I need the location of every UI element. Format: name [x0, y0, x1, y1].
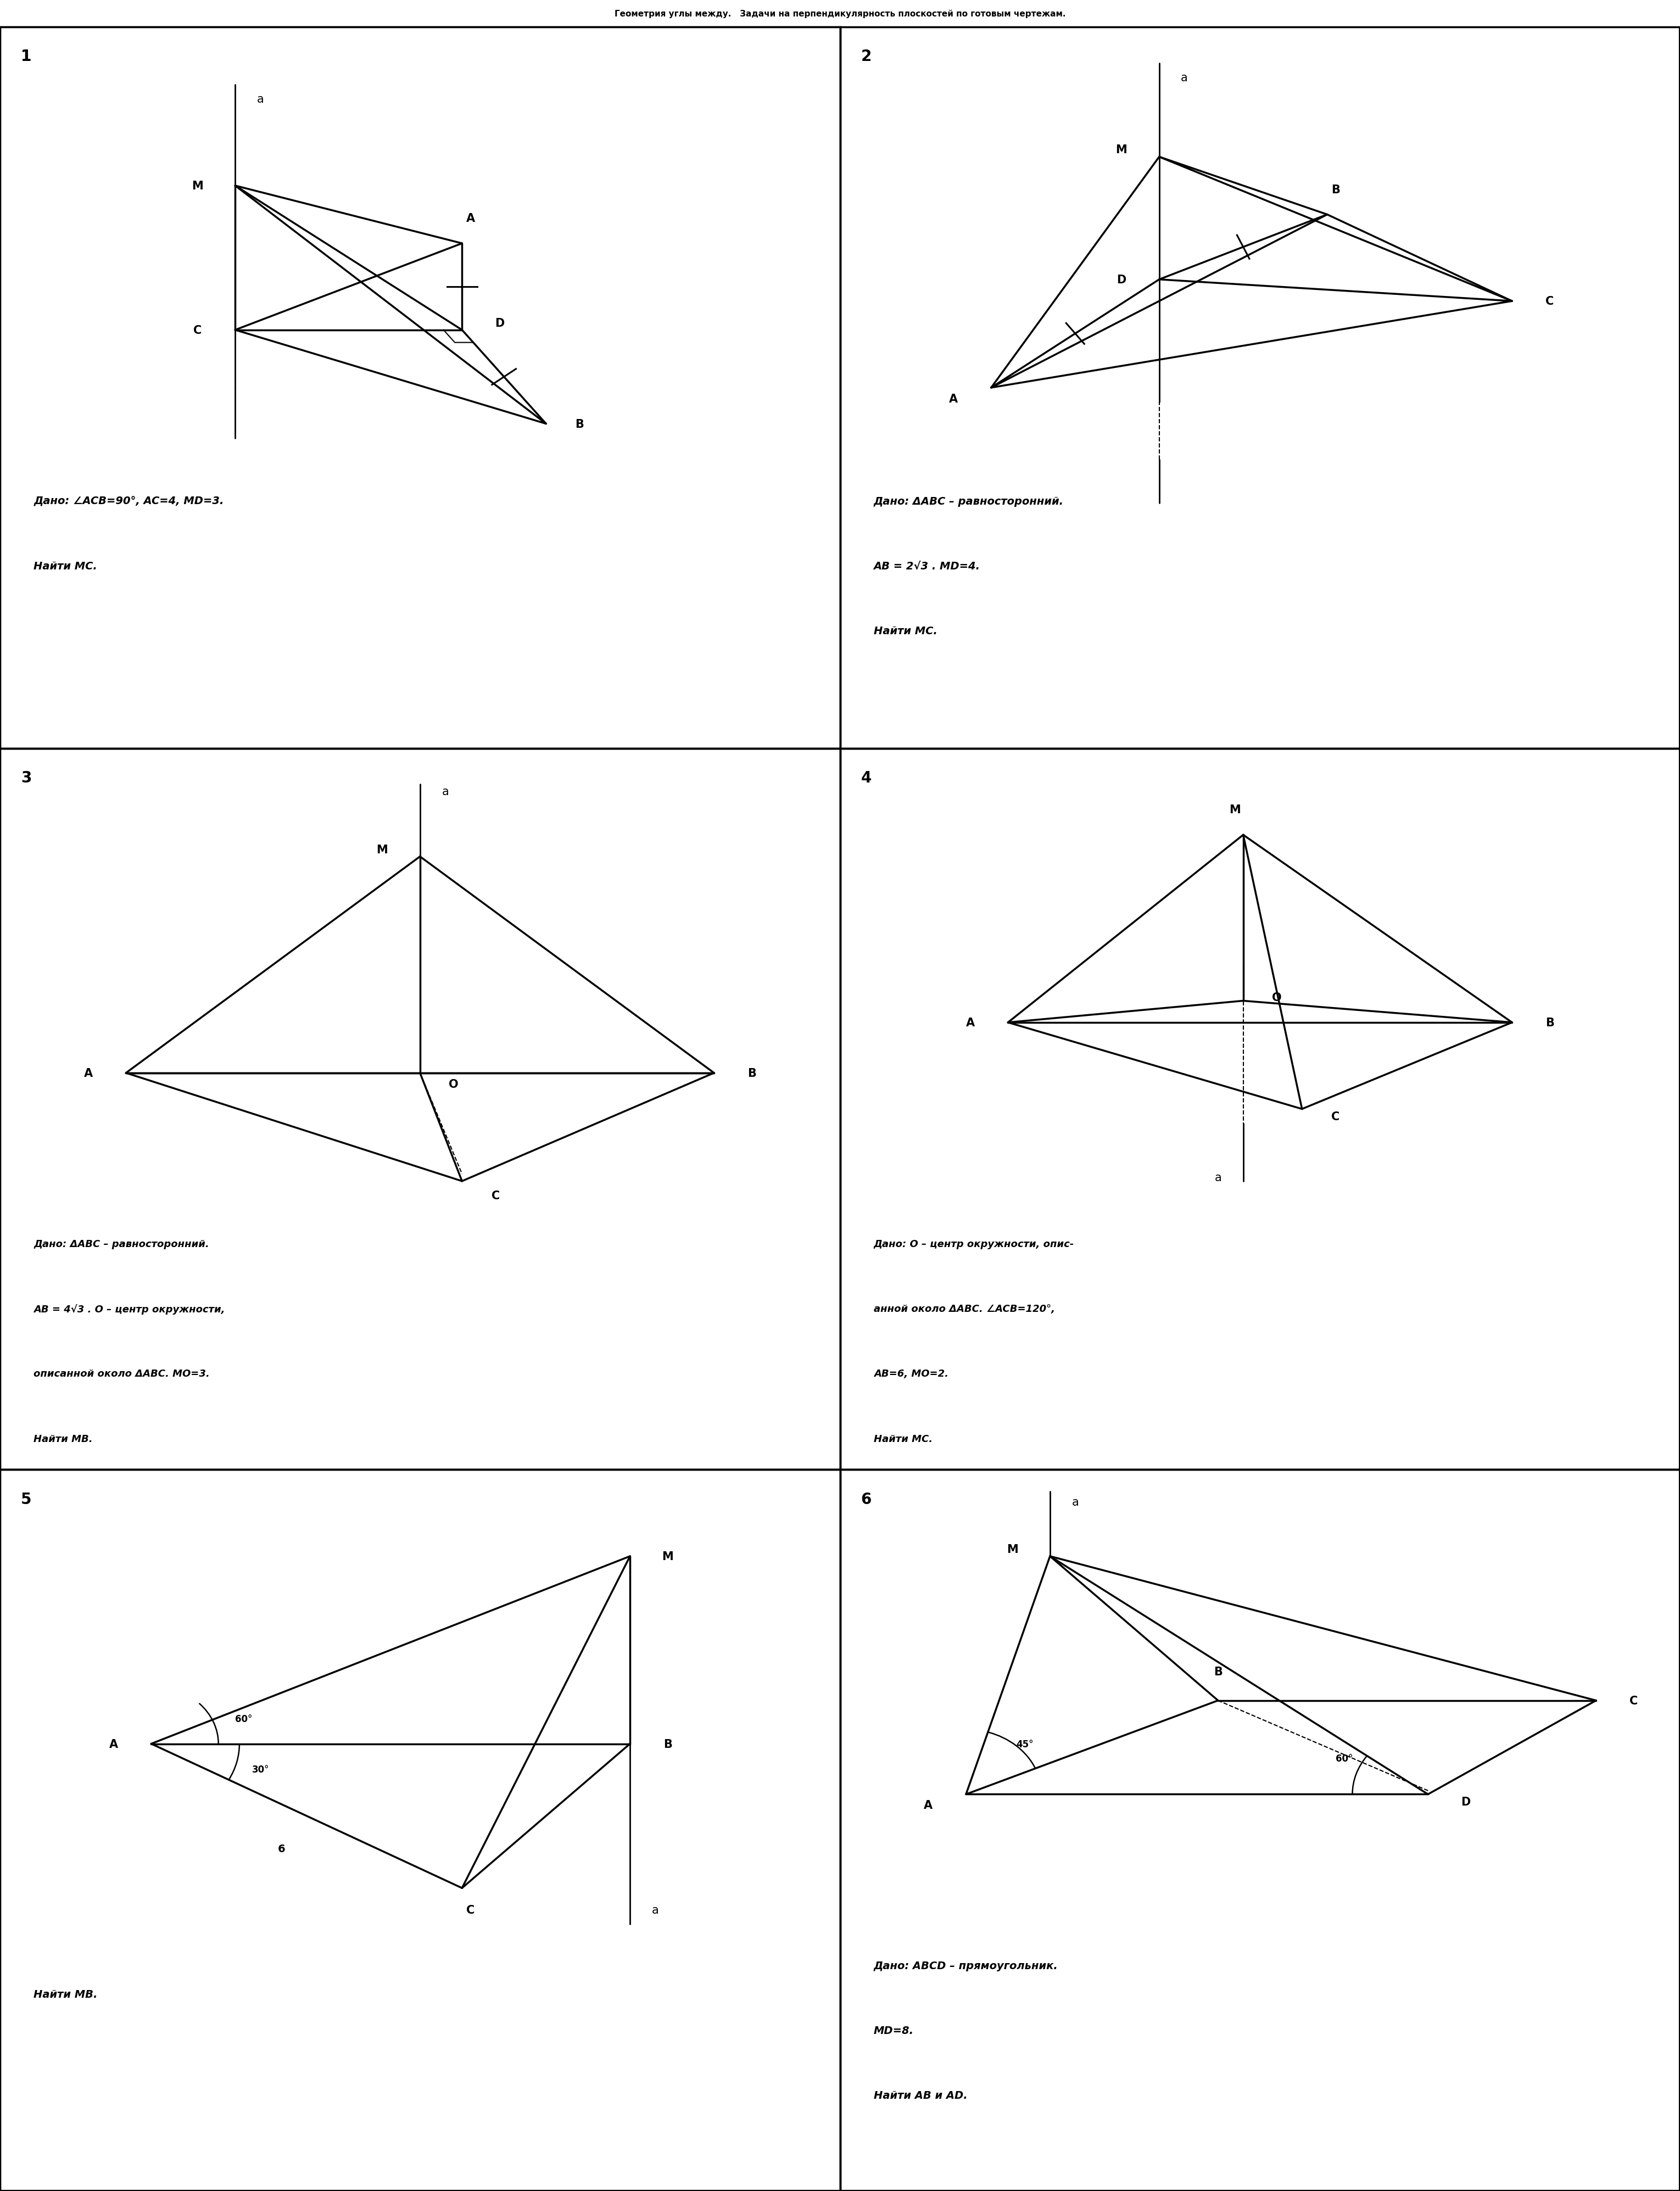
Text: Найти MB.: Найти MB.	[34, 1433, 92, 1444]
Text: Найти AB и AD.: Найти AB и AD.	[874, 2090, 968, 2101]
Text: 45°: 45°	[1016, 1740, 1033, 1748]
Text: D: D	[1117, 274, 1126, 285]
Text: A: A	[949, 394, 958, 405]
Text: Дано: ABCD – прямоугольник.: Дано: ABCD – прямоугольник.	[874, 1961, 1058, 1970]
Text: 5: 5	[20, 1492, 32, 1507]
Text: C: C	[492, 1190, 499, 1201]
Text: AB = 4√3 . O – центр окружности,: AB = 4√3 . O – центр окружности,	[34, 1304, 225, 1315]
Text: описанной около ΔABC. MO=3.: описанной около ΔABC. MO=3.	[34, 1369, 210, 1378]
Text: A: A	[924, 1799, 932, 1810]
Text: Найти MC.: Найти MC.	[34, 561, 97, 572]
Text: B: B	[748, 1067, 756, 1078]
Text: a: a	[442, 787, 449, 798]
Text: Найти MC.: Найти MC.	[874, 627, 937, 635]
Text: Найти MB.: Найти MB.	[34, 1989, 97, 2000]
Text: 3: 3	[20, 771, 32, 787]
Text: Дано: ΔABC – равносторонний.: Дано: ΔABC – равносторонний.	[874, 495, 1063, 506]
FancyBboxPatch shape	[0, 28, 840, 749]
Text: 1: 1	[20, 48, 32, 64]
FancyBboxPatch shape	[0, 1470, 840, 2191]
Text: M: M	[1116, 145, 1127, 156]
Text: A: A	[84, 1067, 92, 1078]
Text: 2: 2	[860, 48, 872, 64]
Text: a: a	[257, 94, 264, 105]
Text: B: B	[575, 418, 585, 429]
Text: A: A	[109, 1737, 118, 1748]
Text: Дано: O – центр окружности, опис-: Дано: O – центр окружности, опис-	[874, 1240, 1074, 1249]
Text: B: B	[1546, 1017, 1554, 1028]
Text: B: B	[1213, 1667, 1223, 1678]
Text: D: D	[1462, 1797, 1470, 1808]
Text: C: C	[1546, 296, 1554, 307]
Text: AB = 2√3 . MD=4.: AB = 2√3 . MD=4.	[874, 561, 979, 572]
Text: M: M	[1230, 804, 1240, 815]
Text: Геометрия углы между.   Задачи на перпендикулярность плоскостей по готовым черте: Геометрия углы между. Задачи на перпенди…	[615, 9, 1065, 18]
Text: B: B	[1331, 184, 1341, 195]
FancyBboxPatch shape	[840, 749, 1680, 1470]
FancyBboxPatch shape	[0, 28, 840, 749]
Text: M: M	[192, 180, 203, 191]
Text: D: D	[496, 318, 504, 329]
Text: a: a	[1215, 1172, 1221, 1183]
Text: Дано: ΔABC – равносторонний.: Дано: ΔABC – равносторонний.	[34, 1240, 210, 1249]
FancyBboxPatch shape	[0, 749, 840, 1470]
Text: a: a	[652, 1904, 659, 1915]
Text: C: C	[1630, 1696, 1638, 1707]
Text: A: A	[465, 213, 475, 223]
Text: M: M	[376, 844, 388, 854]
FancyBboxPatch shape	[840, 28, 1680, 749]
Text: MD=8.: MD=8.	[874, 2024, 914, 2035]
FancyBboxPatch shape	[840, 1470, 1680, 2191]
Text: анной около ΔABC. ∠ACB=120°,: анной около ΔABC. ∠ACB=120°,	[874, 1304, 1055, 1315]
Text: AB=6, MO=2.: AB=6, MO=2.	[874, 1369, 948, 1378]
Text: 60°: 60°	[235, 1713, 252, 1724]
Text: 60°: 60°	[1336, 1753, 1352, 1764]
Text: 1: 1	[20, 48, 32, 64]
Text: B: B	[664, 1737, 672, 1748]
Text: O: O	[1272, 993, 1282, 1003]
Text: Дано: ∠ACB=90°, AC=4, MD=3.: Дано: ∠ACB=90°, AC=4, MD=3.	[34, 495, 223, 506]
Text: A: A	[966, 1017, 974, 1028]
Text: O: O	[449, 1078, 459, 1089]
Text: a: a	[1181, 72, 1188, 83]
Text: 4: 4	[860, 771, 872, 787]
Text: a: a	[1072, 1496, 1079, 1507]
Text: C: C	[193, 324, 202, 335]
Text: 30°: 30°	[252, 1764, 269, 1775]
Text: C: C	[1332, 1111, 1339, 1122]
Text: C: C	[467, 1904, 474, 1915]
Text: M: M	[662, 1551, 674, 1562]
Text: M: M	[1006, 1545, 1018, 1556]
Text: 6: 6	[860, 1492, 872, 1507]
Text: 6: 6	[277, 1843, 286, 1854]
Text: Найти MC.: Найти MC.	[874, 1433, 932, 1444]
